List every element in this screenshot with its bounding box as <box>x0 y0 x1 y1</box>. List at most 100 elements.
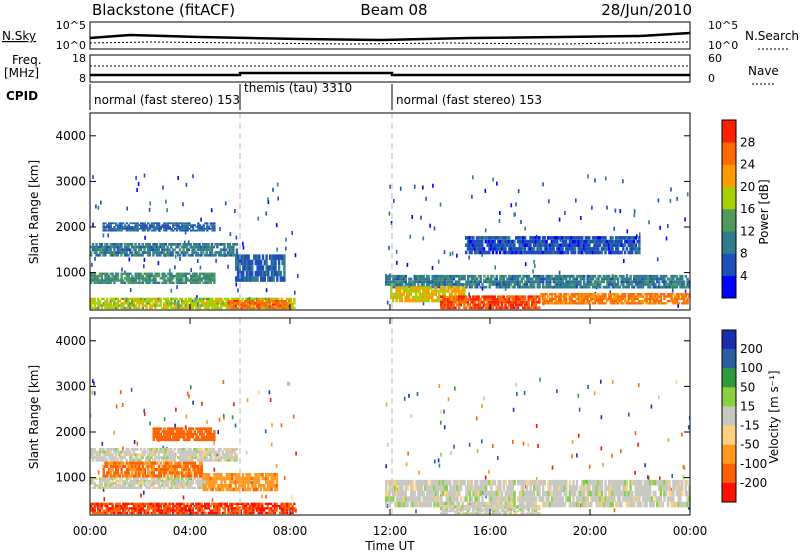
echo-cell <box>436 277 440 281</box>
echo-cell <box>140 222 143 225</box>
echo-cell <box>465 236 468 240</box>
echo-cell <box>515 306 518 310</box>
echo-cell <box>166 248 169 252</box>
echo-cell <box>202 304 205 307</box>
echo-cell <box>266 297 269 300</box>
echo-cell <box>608 280 611 284</box>
echo-cell <box>186 227 189 230</box>
scatter-cell <box>447 397 450 402</box>
echo-cell <box>625 247 629 251</box>
echo-cell <box>661 280 664 284</box>
echo-cell <box>688 295 691 298</box>
echo-cell <box>118 279 121 282</box>
echo-cell <box>91 243 95 246</box>
echo-cell <box>686 277 689 281</box>
echo-cell <box>643 280 646 284</box>
scatter-cell <box>91 390 94 395</box>
echo-cell <box>265 301 268 304</box>
echo-cell <box>557 247 561 251</box>
echo-cell <box>636 274 639 278</box>
echo-cell <box>125 302 129 305</box>
echo-cell <box>166 477 170 480</box>
echo-cell <box>470 283 473 286</box>
echo-cell <box>168 253 171 257</box>
echo-cell <box>291 304 294 307</box>
echo-cell <box>632 274 636 278</box>
scatter-cell <box>410 414 413 418</box>
echo-cell <box>470 250 473 255</box>
echo-cell <box>95 279 98 282</box>
echo-cell <box>572 293 575 296</box>
echo-cell <box>104 450 107 454</box>
scatter-cell <box>143 490 145 495</box>
echo-cell <box>254 276 257 282</box>
echo-cell <box>548 293 552 296</box>
echo-cell <box>613 295 616 298</box>
echo-cell <box>682 293 686 296</box>
echo-cell <box>115 304 118 307</box>
echo-cell <box>118 461 121 465</box>
scatter-cell <box>611 453 613 458</box>
scatter-cell <box>593 391 596 396</box>
echo-cell <box>162 245 166 249</box>
echo-cell <box>470 247 473 251</box>
echo-cell <box>216 487 220 492</box>
echo-cell <box>615 293 618 296</box>
echo-cell <box>440 300 443 304</box>
scatter-cell <box>102 487 105 492</box>
echo-cell <box>236 301 239 304</box>
scatter-cell <box>174 254 177 259</box>
echo-cell <box>548 247 552 251</box>
echo-cell <box>98 272 102 275</box>
echo-cell <box>156 274 159 278</box>
echo-cell <box>122 464 125 468</box>
echo-cell <box>563 300 566 303</box>
echo-cell <box>397 274 400 278</box>
echo-cell <box>102 272 105 275</box>
echo-cell <box>159 300 162 303</box>
echo-cell <box>401 274 404 278</box>
echo-cell <box>557 293 561 296</box>
echo-cell <box>220 306 223 310</box>
scatter-cell <box>184 230 187 235</box>
echo-cell <box>398 289 402 293</box>
echo-cell <box>113 456 116 459</box>
echo-cell <box>511 303 514 307</box>
echo-cell <box>91 458 95 462</box>
echo-cell <box>159 435 162 439</box>
echo-cell <box>170 297 173 300</box>
echo-cell <box>166 484 170 487</box>
nsky-tick-top: 10^5 <box>56 19 86 32</box>
scatter-cell <box>389 184 391 189</box>
echo-cell <box>500 239 504 244</box>
echo-cell <box>91 306 95 310</box>
echo-cell <box>154 468 157 472</box>
echo-cell <box>132 448 136 451</box>
echo-cell <box>184 302 187 305</box>
echo-cell <box>136 245 139 249</box>
echo-cell <box>168 226 171 228</box>
echo-cell <box>154 274 157 278</box>
echo-cell <box>106 248 109 252</box>
echo-cell <box>240 303 243 306</box>
echo-cell <box>129 484 132 487</box>
echo-cell <box>131 281 134 284</box>
echo-cell <box>493 280 497 284</box>
echo-cell <box>136 458 139 462</box>
echo-cell <box>400 295 404 300</box>
echo-cell <box>196 245 199 249</box>
echo-cell <box>148 243 151 246</box>
echo-cell <box>527 306 530 310</box>
echo-cell <box>525 283 529 286</box>
echo-cell <box>242 265 245 271</box>
echo-cell <box>670 285 673 289</box>
echo-cell <box>536 250 539 255</box>
echo-cell <box>161 435 164 439</box>
echo-cell <box>497 239 500 244</box>
echo-cell <box>438 289 441 293</box>
echo-cell <box>268 254 272 260</box>
echo-cell <box>607 297 611 300</box>
echo-cell <box>563 302 566 305</box>
echo-cell <box>622 302 625 305</box>
echo-cell <box>440 295 443 299</box>
